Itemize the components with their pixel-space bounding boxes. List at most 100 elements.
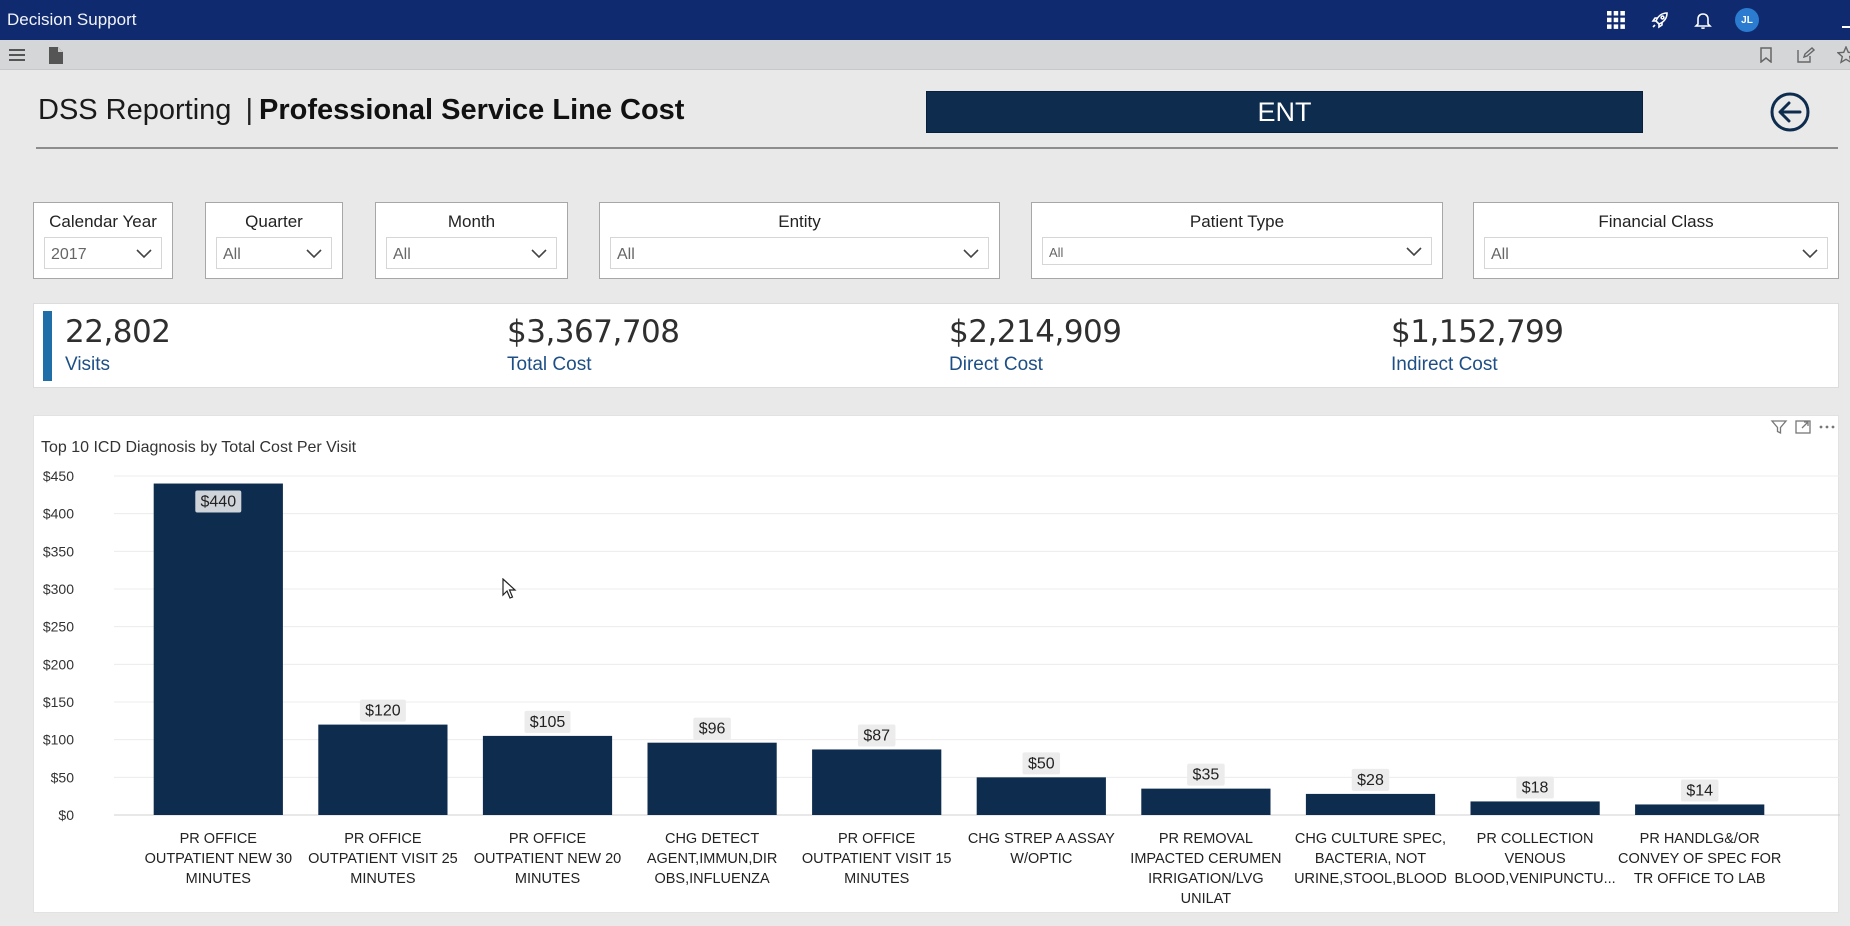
calendar-year-dropdown[interactable]: 2017 xyxy=(44,237,162,269)
bar-chart: $0 $50 $100 $150 $200 $250 $300 $350 $400 $450 $44… xyxy=(43,468,1840,907)
bar xyxy=(318,724,448,815)
x-tick-label: BACTERIA, NOT xyxy=(1315,851,1426,867)
kpi-accent-bar xyxy=(43,311,52,381)
x-tick-label: PR HANDLG&/OR xyxy=(1640,831,1760,847)
dropdown-value: All xyxy=(1049,245,1064,260)
page-title: DSS Reporting | Professional Service Line … xyxy=(38,94,684,127)
x-tick-label: IMPACTED CERUMEN xyxy=(1130,851,1281,867)
kpi-value: $3,367,708 xyxy=(507,314,680,350)
filter-month: Month All xyxy=(375,202,568,279)
dropdown-value: 2017 xyxy=(51,246,87,263)
filter-label: Patient Type xyxy=(1189,212,1285,231)
y-tick-label: $150 xyxy=(43,694,74,710)
kpi-visits: 22,802 Visits xyxy=(65,314,171,376)
data-label: $96 xyxy=(699,721,726,738)
x-tick-label: URINE,STOOL,BLOOD xyxy=(1294,871,1447,887)
kpi-value: 22,802 xyxy=(65,314,171,350)
x-tick-label: AGENT,IMMUN,DIR xyxy=(647,851,778,867)
filter-icon[interactable] xyxy=(1770,418,1788,436)
x-tick-label: CHG CULTURE SPEC, xyxy=(1295,831,1446,847)
focus-mode-icon[interactable] xyxy=(1794,418,1812,436)
filter-label: Entity xyxy=(778,212,821,231)
page-title-separator: | xyxy=(245,94,253,126)
data-label: $440 xyxy=(201,494,237,511)
chevron-down-icon xyxy=(1802,249,1818,259)
x-tick-label: TR OFFICE TO LAB xyxy=(1634,871,1766,887)
y-tick-label: $250 xyxy=(43,619,74,635)
data-label-bg xyxy=(693,717,731,740)
x-tick-label: PR OFFICE xyxy=(180,831,258,847)
more-options-icon[interactable] xyxy=(1818,418,1836,436)
dropdown-value: All xyxy=(223,246,241,263)
avatar[interactable]: JL xyxy=(1735,8,1759,32)
data-label: $105 xyxy=(530,714,566,731)
page-title-main: Professional Service Line Cost xyxy=(258,94,685,126)
x-tick-label: BLOOD,VENIPUNCTU... xyxy=(1455,871,1616,887)
bell-icon[interactable] xyxy=(1692,9,1714,31)
bar xyxy=(976,777,1106,815)
y-tick-label: $300 xyxy=(43,581,74,597)
chevron-down-icon xyxy=(531,249,547,259)
data-label-bg xyxy=(857,724,896,747)
y-tick-label: $50 xyxy=(51,769,75,785)
rocket-icon[interactable] xyxy=(1649,9,1671,31)
page-title-lead: DSS Reporting xyxy=(38,94,232,126)
filter-label: Calendar Year xyxy=(49,212,157,231)
chart-visual: Top 10 ICD Diagnosis by Total Cost Per V… xyxy=(33,415,1840,913)
filter-quarter: Quarter All xyxy=(205,202,343,279)
x-tick-label: OUTPATIENT VISIT 15 xyxy=(802,851,952,867)
x-tick-label: W/OPTIC xyxy=(1010,851,1072,867)
corner-mark xyxy=(1842,26,1850,28)
bar xyxy=(482,735,613,815)
filter-entity: Entity All xyxy=(599,202,1000,279)
quarter-dropdown[interactable]: All xyxy=(216,237,332,269)
edit-icon[interactable] xyxy=(1796,45,1816,65)
x-tick-label: CHG DETECT xyxy=(665,831,759,847)
data-label: $14 xyxy=(1686,782,1713,799)
kpi-indirect-cost: $1,152,799 Indirect Cost xyxy=(1391,314,1564,376)
data-label-bg xyxy=(195,490,242,513)
data-label-bg xyxy=(1516,776,1554,799)
entity-dropdown[interactable]: All xyxy=(610,237,989,269)
filter-label: Financial Class xyxy=(1598,212,1714,231)
month-dropdown[interactable]: All xyxy=(386,237,557,269)
x-tick-label: MINUTES xyxy=(350,871,415,887)
financial-class-dropdown[interactable]: All xyxy=(1484,237,1828,269)
x-tick-label: OUTPATIENT NEW 30 xyxy=(145,851,292,867)
kpi-value: $2,214,909 xyxy=(949,314,1122,350)
bar xyxy=(153,483,283,815)
report-toolbar xyxy=(0,40,1850,70)
x-tick-label: IRRIGATION/LVG xyxy=(1148,871,1263,887)
app-launcher-icon[interactable] xyxy=(1605,9,1627,31)
app-topbar: Decision Support JL xyxy=(0,0,1850,40)
data-label-bg xyxy=(359,699,406,722)
x-tick-label: PR OFFICE xyxy=(344,831,422,847)
chevron-down-icon xyxy=(963,249,979,259)
back-arrow-icon xyxy=(1770,92,1810,132)
header-divider xyxy=(36,147,1838,149)
data-label-bg xyxy=(524,710,571,733)
back-button[interactable] xyxy=(1770,92,1810,132)
dropdown-value: All xyxy=(1491,246,1509,263)
bar xyxy=(812,749,942,815)
favorite-star-icon[interactable] xyxy=(1836,45,1850,65)
bookmark-icon[interactable] xyxy=(1756,45,1776,65)
data-label: $50 xyxy=(1028,755,1055,772)
patient-type-dropdown[interactable]: All xyxy=(1042,237,1432,265)
filter-label: Quarter xyxy=(245,212,303,231)
bar xyxy=(647,742,777,815)
hamburger-icon[interactable] xyxy=(7,45,27,65)
x-tick-label: PR COLLECTION xyxy=(1477,831,1594,847)
chevron-down-icon xyxy=(136,249,152,259)
dropdown-value: All xyxy=(393,246,411,263)
x-tick-label: UNILAT xyxy=(1181,891,1232,907)
x-tick-label: OBS,INFLUENZA xyxy=(654,871,770,887)
kpi-value: $1,152,799 xyxy=(1391,314,1564,350)
data-label-bg xyxy=(1022,752,1061,775)
filter-financial-class: Financial Class All xyxy=(1473,202,1839,279)
bar xyxy=(1305,793,1436,815)
bar xyxy=(1470,801,1600,815)
kpi-total-cost: $3,367,708 Total Cost xyxy=(507,314,680,376)
page-icon[interactable] xyxy=(46,45,66,65)
x-tick-label: VENOUS xyxy=(1504,851,1565,867)
